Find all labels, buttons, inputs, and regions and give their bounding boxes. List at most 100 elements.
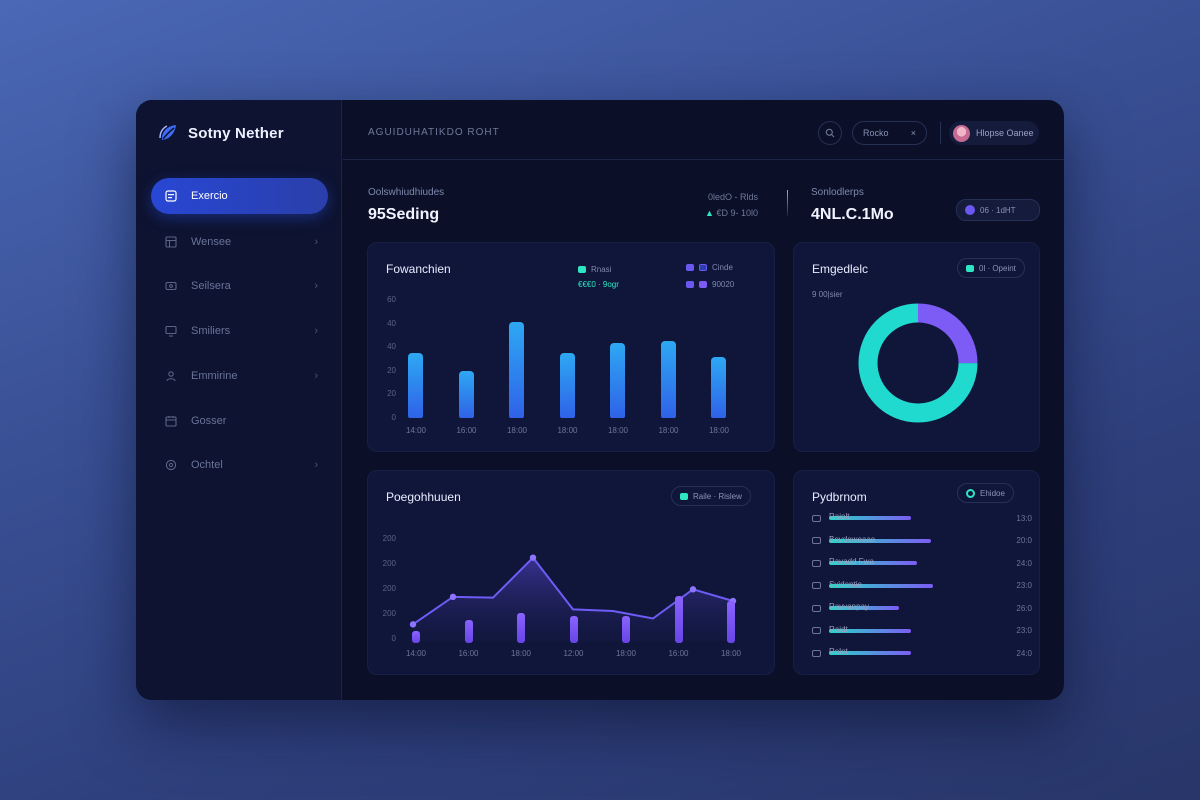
credit-card-icon (165, 280, 177, 292)
dashboard-window: Sotny Nether Exercio Wensee › Seilsera › (136, 100, 1064, 700)
sidebar-item-wensee[interactable]: Wensee › (151, 224, 328, 260)
progress-track: Svidentie (829, 580, 999, 589)
legend-swatch (680, 492, 688, 500)
sidebar-item-exercio[interactable]: Exercio (151, 178, 328, 214)
donut-subtitle: 9 00|sier (812, 290, 843, 299)
delta-bottom: €D 9- 10l0 (716, 208, 758, 218)
delta-top: 0ledO - Rlds (707, 192, 758, 202)
progress-value: 20:0 (1016, 536, 1032, 545)
line-point (409, 621, 417, 628)
chevron-right-icon: › (314, 370, 318, 382)
progress-value: 24:0 (1016, 558, 1032, 568)
search-button[interactable] (818, 121, 842, 145)
sidebar-item-ochtel[interactable]: Ochtel › (151, 447, 328, 483)
donut-chip[interactable]: 0l · Opeint (957, 258, 1025, 278)
progress-bar (829, 606, 899, 610)
legend-label: Cinde (712, 263, 733, 272)
legend-value: €€€0 · 9ogr (578, 280, 619, 289)
filter-pill[interactable]: Rocko × (852, 121, 927, 145)
sidebar-item-label: Wensee (191, 236, 232, 248)
trend-up-icon: ▲ (705, 208, 714, 218)
progress-card: Pydbrnom Ehidoe Raiolt 13:0 Bevdeweaae 20:0… (793, 470, 1040, 675)
chart-bar (458, 370, 474, 418)
x-tick-label: 18:00 (557, 426, 578, 435)
row-icon (812, 514, 821, 522)
progress-track: Ravadd Fwa (829, 557, 999, 566)
search-icon (825, 128, 835, 138)
x-tick-label: 18:00 (708, 426, 730, 435)
chip-label: 06 · 1dHT (980, 205, 1016, 215)
progress-track: Rolet (829, 647, 999, 656)
chart-bar (569, 616, 578, 643)
stat-chip[interactable]: 06 · 1dHT (956, 199, 1040, 221)
sidebar-item-smiliers[interactable]: Smiliers › (151, 313, 328, 349)
progress-bar (829, 516, 911, 520)
progress-row: Raiolt 13:0 (812, 511, 1032, 525)
row-icon (812, 627, 821, 634)
progress-chip[interactable]: Ehidoe (957, 483, 1014, 503)
sidebar-item-label: Gosser (191, 415, 227, 427)
line-chart-card: Poegohhuuen Raile · Rislew 0 200 200 200 200… (367, 470, 775, 675)
top-bar: AGUIDUHATIKDO ROHT Rocko × Hlopse Oanee (343, 100, 1064, 160)
app-logo[interactable]: Sotny Nether (158, 122, 284, 144)
stat-value: 95Seding (368, 206, 440, 223)
chart-bar (408, 353, 423, 418)
chevron-right-icon: › (314, 325, 318, 337)
legend-swatch (966, 264, 974, 272)
y-tick-label: 200 (382, 609, 396, 618)
chip-label: Ehidoe (980, 488, 1005, 498)
progress-label: Rolet (829, 647, 848, 656)
progress-value: 23:0 (1016, 626, 1032, 635)
progress-label: Bevdeweaae (829, 534, 876, 544)
x-tick-label: 18:00 (615, 649, 637, 658)
progress-bar (829, 583, 933, 588)
progress-bar (829, 651, 911, 655)
y-tick-label: 60 (387, 295, 396, 304)
x-tick-label: 16:00 (456, 426, 477, 435)
sidebar-item-gosser[interactable]: Gosser (151, 403, 328, 439)
bar-plot: 0 20 20 40 40 60 14:00 16:00 18:00 18:00 18:00 18:0… (368, 243, 776, 453)
sidebar-item-label: Seilsera (191, 280, 231, 292)
leaf-logo-icon (159, 125, 176, 140)
progress-label: Ravvanpay (829, 602, 870, 611)
progress-label: Ravadd Fwa (829, 557, 874, 566)
y-tick-label: 20 (387, 389, 396, 399)
settings-icon (165, 459, 177, 471)
row-icon (812, 649, 821, 657)
sidebar-item-label: Ochtel (191, 459, 223, 471)
chevron-right-icon: › (314, 280, 318, 292)
status-dot-icon (965, 205, 975, 215)
user-menu[interactable]: Hlopse Oanee (949, 121, 1039, 145)
card-title: Poegohhuuen (386, 490, 461, 504)
stat-value: 4NL.C.1Mo (811, 206, 894, 223)
table-icon (165, 236, 177, 248)
y-tick-label: 20 (387, 365, 396, 375)
progress-label: Raiolt (829, 512, 850, 521)
x-tick-label: 14:00 (405, 649, 427, 658)
progress-label: Raidt (829, 624, 848, 634)
main-area: AGUIDUHATIKDO ROHT Rocko × Hlopse Oanee … (343, 100, 1064, 700)
sidebar-item-seilsera[interactable]: Seilsera › (151, 268, 328, 304)
app-name: Sotny Nether (188, 124, 284, 142)
sidebar-item-label: Exercio (191, 190, 228, 202)
chart-bar (727, 601, 735, 643)
stat-label: Oolswhiudhiudes (368, 187, 445, 198)
progress-track: Bevdeweaae (829, 535, 999, 544)
monitor-icon (165, 325, 177, 337)
status-dot-icon (966, 488, 975, 498)
x-tick-label: 18:00 (658, 426, 679, 435)
progress-bar (829, 561, 918, 565)
progress-row: Svidentie 23:0 (812, 579, 1032, 593)
legend-value: 90020 (712, 280, 735, 289)
line-chip[interactable]: Raile · Rislew (671, 486, 751, 506)
calendar-icon (165, 415, 177, 427)
chevron-right-icon: › (314, 236, 318, 248)
progress-track: Raidt (829, 625, 999, 634)
sidebar-item-emmirine[interactable]: Emmirine › (151, 358, 328, 394)
y-tick-label: 0 (391, 413, 396, 422)
x-tick-label: 18:00 (607, 426, 629, 435)
card-title: Pydbrnom (812, 490, 867, 504)
y-tick-label: 200 (382, 534, 396, 543)
close-icon[interactable]: × (910, 128, 916, 138)
chart-bar (660, 341, 676, 418)
